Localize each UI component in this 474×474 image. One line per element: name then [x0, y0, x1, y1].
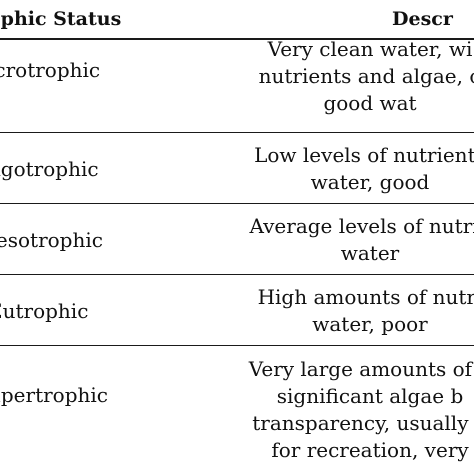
row-description-eutrophic: High amounts of nutri water, poor [200, 284, 474, 338]
header-trophic-status: ophic Status [0, 8, 122, 30]
description-line: water [340, 241, 400, 265]
row-status-mesotrophic: Iesotrophic [0, 227, 138, 253]
row-rule [0, 345, 474, 346]
row-status-label: icrotrophic [0, 58, 101, 82]
description-line: water, good [310, 170, 430, 194]
description-line: Very clean water, wi [267, 37, 473, 61]
row-description-microtrophic: Very clean water, wi nutrients and algae… [200, 36, 474, 117]
row-description-oligotrophic: Low levels of nutrients water, good [200, 142, 474, 196]
row-status-hypertrophic: upertrophic [0, 382, 138, 408]
row-status-eutrophic: Eutrophic [0, 298, 138, 324]
row-status-label: upertrophic [0, 383, 108, 407]
row-status-microtrophic: icrotrophic [0, 58, 138, 83]
row-description-mesotrophic: Average levels of nutrie water [200, 213, 474, 267]
description-line: High amounts of nutri [257, 285, 474, 309]
description-line: good wat [323, 91, 417, 115]
description-line: Low levels of nutrients [254, 143, 474, 167]
row-description-hypertrophic: Very large amounts of p significant alga… [200, 356, 474, 464]
header-rule [0, 38, 474, 40]
description-line: Very large amounts of p [248, 357, 474, 381]
row-rule [0, 132, 474, 133]
row-status-label: Eutrophic [0, 299, 89, 323]
description-line: transparency, usually n [252, 411, 474, 435]
row-status-label: Iesotrophic [0, 228, 103, 252]
row-rule [0, 274, 474, 275]
description-line: nutrients and algae, o [258, 64, 474, 88]
description-line: significant algae b [276, 384, 464, 408]
description-line: Average levels of nutrie [249, 214, 474, 238]
description-line: water, poor [312, 312, 428, 336]
description-line: for recreation, very [271, 438, 469, 462]
header-description: Descr [392, 8, 453, 30]
row-rule [0, 203, 474, 204]
row-status-label: ligotrophic [0, 157, 99, 181]
row-status-oligotrophic: ligotrophic [0, 156, 138, 182]
